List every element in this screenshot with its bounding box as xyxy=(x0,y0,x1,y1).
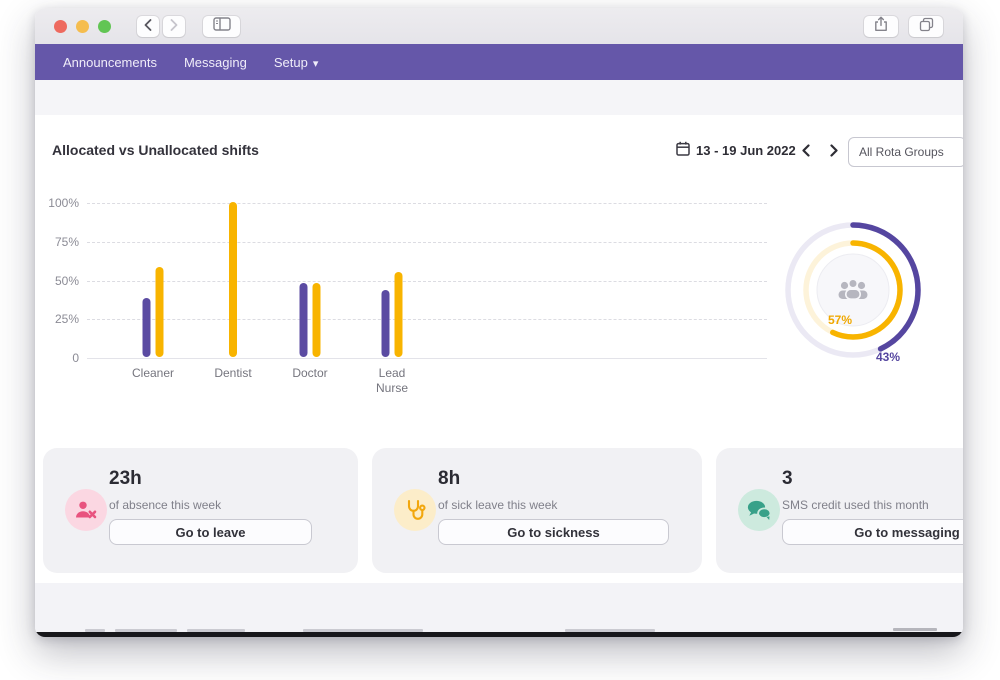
minimize-window-button[interactable] xyxy=(76,20,89,33)
gridline xyxy=(87,203,767,204)
y-axis-tick: 25% xyxy=(54,312,79,327)
gridline xyxy=(87,241,767,243)
allocated-vs-unallocated-bar-chart: 100% 75% 50% 25% 0 Cleaner Dentist Doctor Lead N… xyxy=(48,196,767,395)
nav-label: Messaging xyxy=(183,54,247,70)
x-axis-label: Dentist xyxy=(214,366,252,380)
dashboard-main: Allocated vs Unallocated shifts 13 - 19 … xyxy=(35,115,963,583)
absence-hours: 23h xyxy=(109,468,142,489)
chart-title: Allocated vs Unallocated shifts xyxy=(52,142,259,158)
clipped-content-fragment xyxy=(893,628,937,631)
people-icon xyxy=(838,278,868,300)
chevron-left-icon xyxy=(144,18,152,36)
go-to-leave-button[interactable]: Go to leave xyxy=(109,519,312,545)
sidebar-toggle-button[interactable] xyxy=(203,16,240,37)
forward-button[interactable] xyxy=(163,16,185,37)
sick-leave-hours: 8h xyxy=(438,468,461,489)
clipped-content-fragment xyxy=(85,629,105,632)
app-window: Announcements Messaging Setup ▾ Allocate… xyxy=(35,8,963,637)
stat-cards-row: 23h of absence this week Go to leave 8h … xyxy=(43,448,963,573)
x-axis-label: Doctor xyxy=(292,366,328,380)
chat-bubbles-icon xyxy=(738,489,780,531)
absence-subtitle: of absence this week xyxy=(109,498,222,512)
clipped-content-fragment xyxy=(115,629,177,632)
nav-item-messaging[interactable]: Messaging xyxy=(184,55,247,70)
clipped-content-fragment xyxy=(565,629,655,632)
sick-leave-card: 8h of sick leave this week Go to sicknes… xyxy=(372,448,702,573)
clipped-content-fragment xyxy=(303,629,423,632)
window-titlebar xyxy=(35,8,963,45)
clipped-content-fragment xyxy=(187,629,245,632)
page-header-band xyxy=(35,80,963,115)
sick-leave-subtitle: of sick leave this week xyxy=(438,498,558,512)
calendar-icon xyxy=(676,141,690,161)
sidebar-panel-icon xyxy=(212,17,231,36)
nav-item-announcements[interactable]: Announcements xyxy=(63,55,157,70)
go-to-messaging-button[interactable]: Go to messaging xyxy=(782,519,963,545)
y-axis-tick: 75% xyxy=(54,234,79,249)
window-bottom-edge xyxy=(35,632,963,637)
sms-credit-count: 3 xyxy=(782,468,793,489)
rota-groups-value: All Rota Groups xyxy=(859,145,944,159)
gridline xyxy=(87,319,767,321)
inner-ring-percentage: 57% xyxy=(828,313,853,327)
person-absence-icon xyxy=(65,489,107,531)
absence-card: 23h of absence this week Go to leave xyxy=(43,448,358,573)
x-axis-label: Cleaner xyxy=(131,366,175,380)
bar-group-dentist xyxy=(229,202,237,357)
share-icon xyxy=(874,16,888,37)
date-range-label[interactable]: 13 - 19 Jun 2022 xyxy=(696,143,796,158)
close-window-button[interactable] xyxy=(54,20,67,33)
unallocated-bar xyxy=(312,282,321,357)
allocated-bar xyxy=(142,298,151,357)
outer-ring-percentage: 43% xyxy=(876,350,901,364)
go-to-sickness-button[interactable]: Go to sickness xyxy=(438,519,669,545)
share-button[interactable] xyxy=(864,16,898,37)
allocated-bar xyxy=(299,282,308,357)
nav-label: Announcements xyxy=(63,54,157,70)
y-axis-tick: 50% xyxy=(54,273,79,288)
unallocated-bar xyxy=(229,202,237,357)
y-axis-tick: 0 xyxy=(72,351,79,365)
unallocated-bar xyxy=(394,271,403,357)
y-axis-tick: 100% xyxy=(48,196,79,210)
back-button[interactable] xyxy=(137,16,159,37)
nav-item-setup[interactable]: Setup ▾ xyxy=(274,55,319,70)
bar-group-doctor xyxy=(299,282,321,357)
bar-group-lead-nurse xyxy=(381,271,403,357)
sms-credit-card: 3 SMS credit used this month Go to messa… xyxy=(716,448,963,573)
unallocated-bar xyxy=(155,267,164,357)
gridline xyxy=(87,358,767,359)
copy-tabs-icon xyxy=(919,17,934,37)
tab-overview-button[interactable] xyxy=(909,16,943,37)
primary-navbar: Announcements Messaging Setup ▾ xyxy=(35,44,963,80)
stethoscope-icon xyxy=(394,489,436,531)
allocated-bar xyxy=(381,290,390,357)
nav-label: Setup xyxy=(273,54,308,70)
rota-groups-select[interactable]: All Rota Groups xyxy=(848,137,963,167)
chevron-down-icon: ▾ xyxy=(312,57,319,70)
allocation-radial-chart xyxy=(771,208,935,372)
zoom-window-button[interactable] xyxy=(98,20,111,33)
clipped-footer-section xyxy=(35,583,963,637)
gridline xyxy=(87,280,767,282)
previous-week-button[interactable] xyxy=(797,141,815,159)
x-axis-label: Lead Nurse xyxy=(375,366,408,395)
next-week-button[interactable] xyxy=(825,141,843,159)
chevron-right-icon xyxy=(170,18,178,36)
bar-group-cleaner xyxy=(142,267,164,357)
sms-credit-subtitle: SMS credit used this month xyxy=(782,498,929,512)
